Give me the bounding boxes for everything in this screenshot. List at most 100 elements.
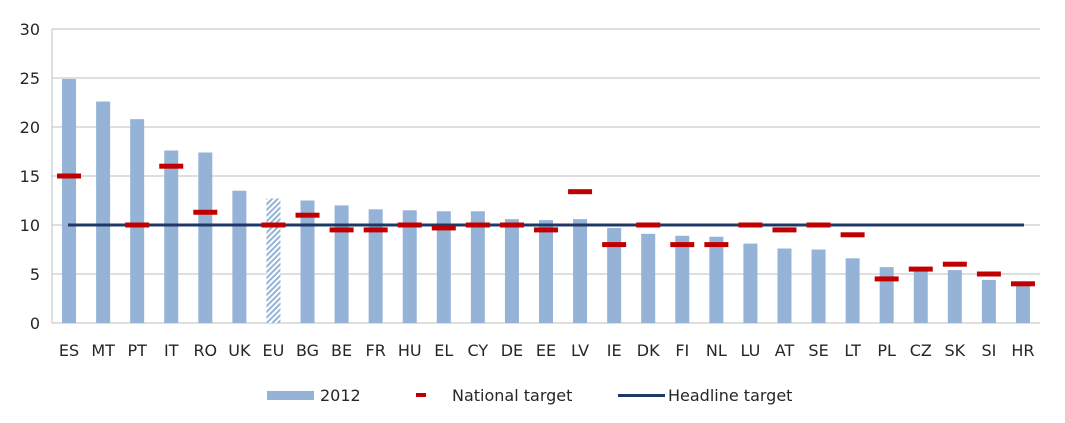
national-target-hu [397,222,422,228]
national-target-lv [568,189,593,195]
x-tick-label: DE [501,341,523,360]
legend-label-headline-target: Headline target [668,386,792,405]
x-tick-label: FR [365,341,385,360]
x-tick-label: EL [434,341,453,360]
bar-ro [198,152,213,323]
national-target-be [329,227,354,233]
x-tick-label: RO [193,341,217,360]
legend-swatch-2012 [267,391,314,400]
x-tick-label: CY [468,341,489,360]
bar-de [504,219,519,323]
x-tick-label: UK [228,341,251,360]
bar-es [62,78,77,323]
bar-lu [743,243,758,323]
bar-uk [232,190,247,323]
bar-eu [266,198,281,323]
x-tick-label: DK [637,341,660,360]
x-tick-label: IE [607,341,622,360]
bar-el [436,211,451,323]
bar-hr [1015,281,1030,323]
x-tick-label: MT [91,341,115,360]
national-target-se [806,222,831,228]
national-target-fi [670,242,695,248]
bar-cz [913,269,928,323]
x-tick-label: LV [571,341,589,360]
national-target-dk [636,222,661,228]
x-tick-label: ES [59,341,79,360]
x-tick-label: LU [740,341,760,360]
national-target-de [499,222,524,228]
legend-swatch-headline-target [618,394,665,397]
bar-se [811,249,826,323]
bar-pt [130,119,145,323]
national-target-sk [942,261,967,267]
bar-lv [573,219,588,323]
national-target-fr [363,227,388,233]
x-tick-label: SE [808,341,828,360]
x-tick-label: PT [127,341,147,360]
x-tick-label: AT [775,341,795,360]
bar-si [981,279,996,323]
x-tick-label: PL [877,341,896,360]
national-target-it [159,163,184,169]
bar-it [164,150,179,323]
y-tick-label: 0 [30,314,40,333]
y-axis-ticks: 0 5 10 15 20 25 30 [20,20,40,333]
y-tick-label: 25 [20,69,40,88]
national-target-ie [602,242,627,248]
x-tick-label: BE [331,341,352,360]
bar-sk [947,270,962,323]
national-target-el [431,225,456,231]
bar-ie [607,227,622,323]
bar-fr [368,209,383,323]
y-tick-label: 20 [20,118,40,137]
legend: 2012 National target Headline target [267,386,792,405]
x-tick-label: EU [263,341,285,360]
bar-cy [470,211,485,323]
legend-swatch-national-target [416,393,426,397]
bar-bg [300,200,315,323]
legend-label-national-target: National target [452,386,572,405]
bar-fi [675,235,690,323]
y-tick-label: 15 [20,167,40,186]
x-tick-label: SI [981,341,996,360]
bar-lt [845,258,860,323]
x-tick-label: CZ [910,341,932,360]
x-tick-label: IT [164,341,179,360]
x-tick-label: HU [398,341,422,360]
national-target-es [57,173,82,179]
national-target-markers [57,163,1035,287]
x-axis-ticks: ES MT PT IT RO UK EU BG BE FR HU EL CY DE EE LV IE DK FI NL… [59,341,1035,360]
x-tick-label: EE [536,341,556,360]
bar-nl [709,236,724,323]
bar-dk [641,233,656,323]
national-target-lt [840,232,865,238]
national-target-at [772,227,797,233]
national-target-pl [874,276,899,282]
legend-label-2012: 2012 [320,386,361,405]
bar-hu [402,210,417,323]
national-target-nl [704,242,729,248]
bar-mt [96,101,111,324]
y-tick-label: 30 [20,20,40,39]
bar-pl [879,267,894,323]
x-tick-label: SK [944,341,965,360]
national-target-hr [1010,281,1035,287]
national-target-pt [125,222,150,228]
national-target-ro [193,209,218,215]
x-tick-label: BG [296,341,319,360]
bar-at [777,248,792,323]
x-tick-label: HR [1011,341,1034,360]
national-target-cy [465,222,490,228]
national-target-lu [738,222,763,228]
y-tick-label: 5 [30,265,40,284]
bar-ee [539,220,553,323]
x-tick-label: FI [675,341,689,360]
national-target-cz [908,266,933,272]
national-target-si [976,271,1001,277]
x-tick-label: LT [844,341,861,360]
national-target-bg [295,212,320,218]
x-tick-label: NL [706,341,727,360]
bars [62,78,1030,324]
